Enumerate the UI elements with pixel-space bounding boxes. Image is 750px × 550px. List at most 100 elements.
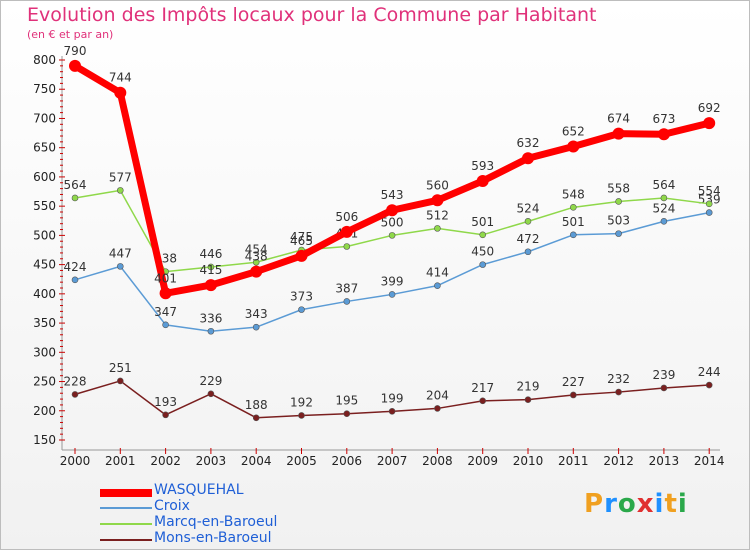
y-tick-label: 600: [33, 170, 56, 184]
x-tick-label: 2008: [422, 454, 453, 468]
data-label-mons-en-baroeul: 251: [109, 361, 132, 375]
legend-swatch: [100, 489, 152, 497]
x-tick-label: 2002: [150, 454, 181, 468]
data-label-croix: 524: [652, 201, 675, 215]
data-label-mons-en-baroeul: 229: [199, 374, 222, 388]
data-label-wasquehal: 744: [109, 71, 132, 85]
data-label-croix: 387: [335, 281, 358, 295]
data-label-marcq-en-baroeul: 554: [698, 184, 721, 198]
data-point-croix: [207, 327, 215, 335]
data-point-croix: [660, 218, 668, 225]
data-label-marcq-en-baroeul: 454: [245, 242, 268, 256]
data-label-marcq-en-baroeul: 564: [64, 178, 87, 192]
data-point-mons-en-baroeul: [388, 408, 396, 415]
legend-swatch: [100, 523, 152, 525]
data-label-mons-en-baroeul: 232: [607, 372, 630, 386]
data-label-wasquehal: 632: [517, 136, 540, 150]
x-tick-label: 2001: [105, 454, 136, 468]
data-label-croix: 450: [471, 245, 494, 259]
data-point-croix: [343, 298, 351, 305]
legend-label: Mons-en-Baroeul: [154, 530, 272, 546]
x-tick-label: 2003: [196, 454, 227, 468]
data-label-wasquehal: 465: [290, 234, 313, 248]
y-tick-label: 500: [33, 228, 56, 242]
chart-title: Evolution des Impôts locaux pour la Comm…: [27, 4, 597, 26]
data-label-mons-en-baroeul: 188: [245, 398, 268, 412]
data-point-marcq-en-baroeul: [388, 232, 396, 239]
legend-item: Marcq-en-Baroeul: [100, 514, 360, 532]
data-point-croix: [117, 263, 124, 270]
data-point-marcq-en-baroeul: [71, 194, 79, 202]
data-point-wasquehal: [657, 128, 670, 141]
data-point-marcq-en-baroeul: [615, 198, 622, 205]
data-point-croix: [434, 282, 441, 289]
data-label-marcq-en-baroeul: 577: [109, 170, 132, 184]
data-point-marcq-en-baroeul: [524, 218, 532, 225]
data-point-wasquehal: [250, 265, 263, 278]
data-label-mons-en-baroeul: 195: [335, 394, 358, 408]
data-point-mons-en-baroeul: [162, 411, 169, 419]
data-label-croix: 399: [381, 274, 404, 288]
x-tick-label: 2011: [558, 454, 589, 468]
x-tick-label: 2014: [694, 454, 725, 468]
x-tick-label: 2012: [603, 454, 634, 468]
data-label-marcq-en-baroeul: 512: [426, 208, 449, 222]
data-point-wasquehal: [703, 117, 716, 130]
y-tick-label: 250: [33, 375, 56, 389]
y-tick-label: 650: [33, 141, 56, 155]
data-point-mons-en-baroeul: [569, 391, 577, 399]
legend-item: Mons-en-Baroeul: [100, 530, 360, 548]
data-point-mons-en-baroeul: [117, 377, 124, 385]
x-tick-label: 2005: [286, 454, 317, 468]
data-point-marcq-en-baroeul: [252, 258, 260, 266]
data-label-wasquehal: 543: [381, 188, 404, 202]
data-point-mons-en-baroeul: [71, 391, 79, 398]
data-point-wasquehal: [567, 140, 580, 153]
y-tick-label: 350: [33, 316, 56, 330]
data-point-croix: [388, 291, 396, 298]
x-tick-label: 2009: [467, 454, 498, 468]
y-tick-label: 550: [33, 199, 56, 213]
data-point-croix: [569, 231, 577, 239]
data-point-croix: [252, 323, 260, 331]
data-point-mons-en-baroeul: [615, 388, 622, 396]
data-point-mons-en-baroeul: [207, 390, 215, 398]
data-point-mons-en-baroeul: [434, 405, 441, 412]
data-label-croix: 447: [109, 246, 132, 260]
y-tick-label: 750: [33, 82, 56, 96]
data-point-croix: [162, 321, 169, 329]
data-point-croix: [524, 248, 532, 256]
data-label-wasquehal: 790: [64, 44, 87, 58]
data-label-mons-en-baroeul: 227: [562, 375, 585, 389]
legend-label: Marcq-en-Baroeul: [154, 514, 278, 530]
data-point-wasquehal: [340, 225, 353, 238]
y-tick-label: 450: [33, 258, 56, 272]
data-point-mons-en-baroeul: [524, 396, 532, 403]
data-label-mons-en-baroeul: 199: [381, 391, 404, 405]
legend-item: Croix: [100, 498, 360, 516]
data-point-mons-en-baroeul: [252, 414, 260, 422]
data-point-marcq-en-baroeul: [569, 204, 577, 211]
data-point-wasquehal: [159, 287, 172, 300]
data-label-wasquehal: 506: [335, 210, 358, 224]
x-tick-label: 2006: [332, 454, 363, 468]
legend-item: WASQUEHAL: [100, 482, 360, 500]
legend-label: Croix: [154, 498, 190, 514]
data-label-marcq-en-baroeul: 564: [652, 178, 675, 192]
data-point-croix: [615, 230, 622, 237]
x-tick-label: 2013: [649, 454, 680, 468]
data-label-wasquehal: 674: [607, 112, 630, 126]
data-label-mons-en-baroeul: 217: [471, 381, 494, 395]
data-label-croix: 414: [426, 266, 449, 280]
data-label-marcq-en-baroeul: 446: [199, 247, 222, 261]
data-label-croix: 343: [245, 307, 268, 321]
data-label-mons-en-baroeul: 219: [517, 380, 540, 394]
y-tick-label: 800: [33, 53, 56, 67]
data-label-croix: 336: [199, 311, 222, 325]
data-point-wasquehal: [476, 175, 489, 188]
data-point-wasquehal: [431, 194, 444, 207]
data-label-wasquehal: 560: [426, 178, 449, 192]
data-label-mons-en-baroeul: 192: [290, 395, 313, 409]
data-label-marcq-en-baroeul: 558: [607, 181, 630, 195]
data-label-mons-en-baroeul: 244: [698, 365, 721, 379]
